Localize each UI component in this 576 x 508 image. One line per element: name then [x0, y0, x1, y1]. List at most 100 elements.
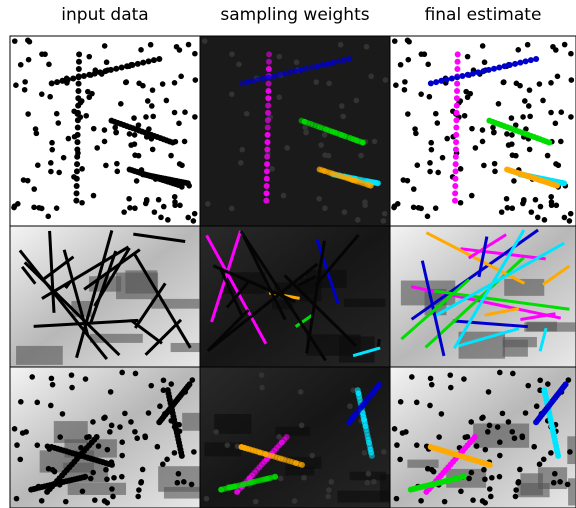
point: [447, 372, 453, 378]
point: [182, 139, 188, 145]
point: [192, 114, 198, 120]
line-point: [75, 88, 81, 94]
point: [534, 403, 540, 409]
line-point: [355, 387, 361, 393]
line-point: [156, 419, 162, 425]
point: [527, 87, 533, 93]
line-point: [454, 66, 460, 72]
point: [392, 38, 398, 44]
point: [113, 129, 119, 135]
line-point: [533, 56, 539, 62]
line-point: [309, 64, 315, 70]
point: [119, 370, 125, 376]
point: [427, 403, 433, 409]
line-point: [453, 154, 459, 160]
line-point: [239, 80, 245, 86]
point: [164, 456, 170, 462]
point: [412, 126, 418, 132]
line-point: [360, 140, 366, 146]
point: [138, 47, 144, 53]
segment: [378, 339, 379, 346]
point: [42, 51, 48, 57]
point: [102, 498, 108, 504]
line-point: [74, 161, 80, 167]
point: [83, 113, 89, 119]
point: [515, 480, 521, 486]
point: [17, 457, 23, 463]
point: [509, 141, 515, 147]
point: [94, 145, 100, 151]
point: [510, 152, 516, 158]
line-point: [480, 68, 486, 74]
point: [555, 74, 561, 80]
point: [152, 209, 158, 215]
point: [487, 486, 493, 492]
point: [107, 429, 113, 435]
point: [469, 470, 475, 476]
point: [132, 152, 138, 158]
point: [527, 114, 533, 120]
line-point: [264, 139, 270, 145]
point: [568, 114, 574, 120]
point: [509, 429, 515, 435]
point: [168, 153, 174, 159]
point: [278, 476, 284, 482]
line-point: [113, 66, 119, 72]
point: [358, 153, 364, 159]
line-point: [129, 62, 135, 68]
point: [381, 218, 387, 224]
point: [480, 139, 486, 145]
point: [132, 429, 138, 435]
line-point: [454, 74, 460, 80]
point: [382, 211, 388, 217]
point: [520, 114, 526, 120]
point: [492, 161, 498, 167]
point: [400, 430, 406, 436]
point: [504, 196, 510, 202]
point: [172, 110, 178, 116]
line-point: [74, 190, 80, 196]
point: [148, 383, 154, 389]
point: [189, 482, 195, 488]
point: [511, 178, 517, 184]
point: [39, 91, 45, 97]
line-point: [475, 69, 481, 75]
point: [425, 214, 431, 220]
point: [176, 121, 182, 127]
point: [145, 98, 151, 104]
point: [26, 57, 32, 63]
line-point: [156, 56, 162, 62]
point: [111, 475, 117, 481]
point: [276, 94, 282, 100]
point: [435, 170, 441, 176]
point: [25, 111, 31, 117]
point: [49, 147, 55, 153]
point: [109, 423, 115, 429]
point: [364, 44, 370, 50]
point: [569, 77, 575, 83]
point: [126, 196, 132, 202]
point: [192, 211, 198, 217]
line-point: [433, 79, 439, 85]
point: [501, 79, 507, 85]
point: [428, 140, 434, 146]
point: [529, 209, 535, 215]
point: [500, 411, 506, 417]
point: [239, 147, 245, 153]
point: [433, 111, 439, 117]
point: [161, 377, 167, 383]
point: [567, 218, 573, 224]
point: [383, 77, 389, 83]
point: [545, 381, 551, 387]
line-point: [127, 166, 133, 172]
point: [492, 169, 498, 175]
line-point: [265, 132, 271, 138]
point: [397, 457, 403, 463]
line-point: [502, 63, 508, 69]
line-point: [146, 58, 152, 64]
point: [46, 62, 52, 68]
line-point: [314, 63, 320, 69]
point: [488, 494, 494, 500]
point: [354, 98, 360, 104]
point: [514, 81, 520, 87]
